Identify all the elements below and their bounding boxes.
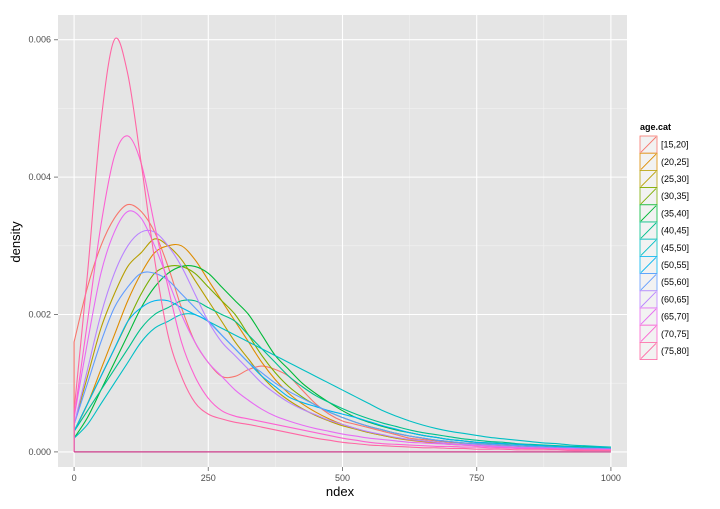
legend-item: [15,20] (639, 135, 689, 154)
x-axis-title: ndex (326, 484, 355, 499)
legend-key-line (640, 222, 657, 239)
legend-label: [15,20] (661, 140, 689, 150)
legend-item: (55,60] (639, 273, 689, 292)
legend-key-line (640, 205, 657, 222)
y-tick-label: 0.000 (28, 447, 51, 457)
legend-item: (75,80] (639, 341, 689, 360)
legend-title: age.cat (640, 122, 671, 132)
series-line-9 (73, 271, 611, 452)
legend-item: (50,55] (639, 255, 689, 274)
legend-label: (50,55] (661, 260, 689, 270)
legend-key-line (640, 257, 657, 273)
legend-item: (25,30] (639, 169, 689, 188)
series-line-7 (73, 313, 611, 452)
legend-item: (35,40] (639, 204, 689, 223)
legend-item: (65,70] (639, 307, 689, 326)
legend: age.cat [15,20] (20,25] (25,30] (30,35] (35,… (639, 122, 689, 360)
legend-key-line (640, 325, 657, 342)
series-layer (73, 37, 611, 453)
x-tick-label: 1000 (601, 473, 621, 483)
legend-key-line (640, 291, 657, 308)
legend-label: (60,65] (661, 294, 689, 304)
legend-key-line (640, 308, 657, 325)
legend-label: (65,70] (661, 312, 689, 322)
legend-label: (55,60] (661, 277, 689, 287)
x-tick-label: 750 (469, 473, 484, 483)
series-line-11 (73, 210, 611, 452)
series-line-12 (73, 135, 611, 452)
legend-key-line (640, 171, 657, 187)
legend-item: (40,45] (639, 221, 689, 240)
y-tick-label: 0.004 (28, 172, 51, 182)
legend-key-line (640, 136, 657, 153)
legend-item: (45,50] (639, 238, 689, 257)
legend-key-line (640, 239, 657, 256)
legend-label: (35,40] (661, 208, 689, 218)
legend-item: (20,25] (639, 152, 689, 171)
legend-item: (70,75] (639, 324, 689, 343)
y-tick-label: 0.002 (28, 310, 51, 320)
x-tick-label: 0 (72, 473, 77, 483)
legend-key-line (640, 153, 657, 170)
x-tick-label: 250 (201, 473, 216, 483)
legend-label: (20,25] (661, 157, 689, 167)
legend-key-line (640, 343, 657, 359)
legend-label: (45,50] (661, 243, 689, 253)
legend-label: (30,35] (661, 191, 689, 201)
axis-layer: 0 250 500 750 1000 0.000 0.002 0.004 0.006 (28, 35, 620, 483)
series-line-8 (73, 299, 611, 452)
legend-key-line (640, 274, 657, 291)
legend-label: (75,80] (661, 346, 689, 356)
legend-label: (70,75] (661, 329, 689, 339)
legend-item: (30,35] (639, 187, 689, 206)
legend-key-line (640, 188, 657, 205)
legend-label: (40,45] (661, 226, 689, 236)
y-tick-label: 0.006 (28, 35, 51, 45)
grid-layer (58, 15, 627, 467)
series-line-13 (73, 37, 611, 452)
x-tick-label: 500 (335, 473, 350, 483)
y-axis-title: density (8, 221, 23, 263)
legend-label: (25,30] (661, 174, 689, 184)
legend-item: (60,65] (639, 290, 689, 309)
